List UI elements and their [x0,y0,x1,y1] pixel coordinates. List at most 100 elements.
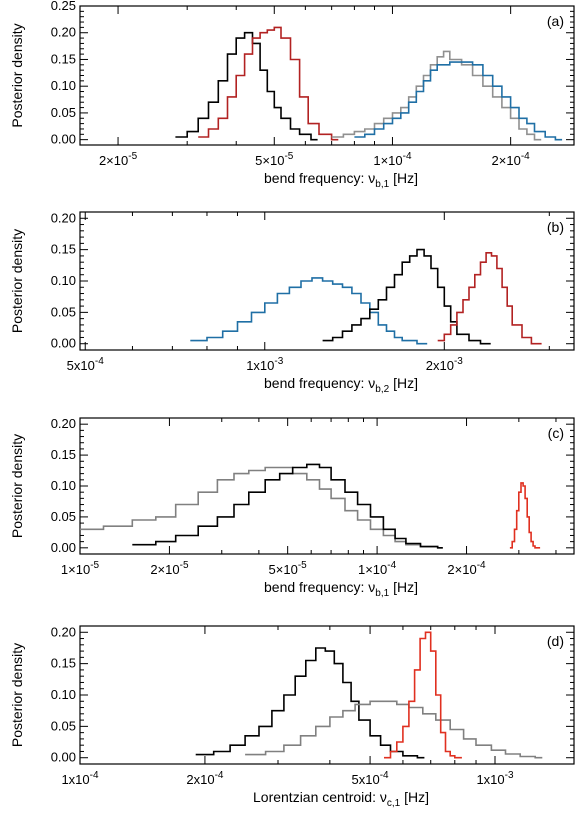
x-tick-exponent: -4 [380,770,389,781]
panel-c: (c) Posterior density 1×10-5 2×10-5 5×10-5… [9,416,575,599]
x-tick-label: 1x10-4 [61,770,99,787]
y-tick-label: 0.00 [51,540,76,555]
x-tick-exponent: -5 [128,151,137,162]
x-axis-label-subscript: b,1 [375,179,389,190]
y-tick-label: 0.05 [51,718,76,733]
x-tick-label: 5x10-4 [352,770,390,787]
x-tick-label: 1x10-3 [246,356,284,373]
y-tick-label: 0.10 [51,687,76,702]
x-axis-label-unit: [Hz] [400,789,429,805]
panel-d-label: (d) [547,633,564,649]
y-tick-label: 0.10 [51,273,76,288]
x-axis-label-main: bend frequency: ν [264,375,375,391]
x-tick-mantissa: 1×10 [61,562,90,577]
x-tick-exponent: -3 [505,770,514,781]
series-line-0 [175,31,318,141]
x-tick-label: 1×10-4 [373,151,412,168]
y-tick-label: 0.20 [51,416,76,431]
x-tick-exponent: -4 [387,560,396,571]
x-tick-exponent: -4 [477,560,486,571]
x-tick-label: 1×10-4 [358,560,397,577]
plot-frame [79,5,575,146]
x-tick-label: 2×10-4 [492,151,531,168]
y-tick-label: 0.00 [51,750,76,765]
y-tick-label: 0.10 [51,478,76,493]
x-tick-label: 2x10-3 [426,356,464,373]
plot-frame [79,625,575,765]
panel-b-label: (b) [547,219,564,235]
x-tick-exponent: -5 [90,560,99,571]
x-tick-label: 1x10-3 [476,770,514,787]
x-tick-mantissa: 5×10 [269,562,298,577]
x-tick-mantissa: 5x10 [352,772,380,787]
x-tick-mantissa: 5×10 [255,153,284,168]
x-tick-mantissa: 2x10 [186,772,214,787]
x-tick-exponent: -3 [454,356,463,367]
x-tick-exponent: -5 [284,151,293,162]
x-tick-label: 2x10-4 [186,770,224,787]
x-tick-label: 2×10-5 [99,151,138,168]
series-line-1 [132,463,443,549]
series-line-1 [245,700,543,759]
x-tick-label: 5x10-4 [67,356,105,373]
x-tick-exponent: -4 [90,770,99,781]
x-tick-mantissa: 5x10 [67,358,95,373]
x-tick-label: 1×10-5 [61,560,100,577]
x-tick-label: 2×10-5 [150,560,189,577]
series-line-2 [509,482,541,549]
x-tick-exponent: -4 [215,770,224,781]
y-tick-label: 0.15 [51,242,76,257]
panel-d: (d) Posterior density 1x10-4 2x10-4 5x10-4… [9,624,575,809]
y-tick-label: 0.15 [51,447,76,462]
x-tick-exponent: -4 [521,151,530,162]
panel-a-label: (a) [547,13,564,29]
x-axis-label-subscript: b,2 [375,384,389,395]
series-line-3 [354,61,563,141]
panel-b-ylabel: Posterior density [9,229,25,333]
x-axis-label-subscript: b,1 [375,588,389,599]
y-tick-label: 0.00 [51,132,76,147]
series-line-2 [331,50,542,141]
series-line-1 [198,26,339,141]
x-axis-label-subscript: c,1 [387,798,401,809]
x-tick-exponent: -3 [274,356,283,367]
x-axis-label-unit: [Hz] [389,579,418,595]
x-tick-mantissa: 2×10 [99,153,128,168]
x-tick-exponent: -5 [298,560,307,571]
x-axis-label: bend frequency: νb,1 [Hz] [264,579,418,599]
y-tick-label: 0.05 [51,304,76,319]
panel-c-ylabel: Posterior density [9,434,25,538]
panel-d-ylabel: Posterior density [9,643,25,747]
x-tick-mantissa: 1×10 [373,153,402,168]
y-tick-label: 0.20 [51,25,76,40]
x-tick-label: 2×10-4 [447,560,486,577]
x-tick-mantissa: 1x10 [476,772,504,787]
x-axis-label: bend frequency: νb,2 [Hz] [264,375,418,395]
x-axis-label: bend frequency: νb,1 [Hz] [264,170,418,190]
y-tick-label: 0.20 [51,624,76,639]
x-tick-mantissa: 1×10 [358,562,387,577]
x-axis-label-main: bend frequency: ν [264,579,375,595]
y-tick-label: 0.05 [51,105,76,120]
panel-c-label: (c) [548,425,564,441]
x-tick-exponent: -4 [95,356,104,367]
panel-a-ylabel: Posterior density [9,23,25,127]
x-axis-label-unit: [Hz] [389,375,418,391]
x-tick-exponent: -5 [180,560,189,571]
x-axis-label: Lorentzian centroid: νc,1 [Hz] [253,789,429,809]
panel-a: (a) Posterior density 2×10-5 5×10-5 1×10-4… [9,0,575,190]
series-line-0 [195,647,425,759]
y-tick-label: 0.15 [51,51,76,66]
x-axis-label-unit: [Hz] [389,170,418,186]
x-tick-mantissa: 1x10 [61,772,89,787]
plot-frame [79,417,575,555]
y-tick-label: 0.20 [51,210,76,225]
x-tick-mantissa: 2×10 [447,562,476,577]
series-line-1 [322,248,491,345]
x-tick-exponent: -4 [403,151,412,162]
x-tick-mantissa: 2×10 [150,562,179,577]
series-line-0 [80,466,443,549]
x-axis-label-main: bend frequency: ν [264,170,375,186]
x-tick-mantissa: 2x10 [426,358,454,373]
x-tick-label: 5×10-5 [269,560,308,577]
